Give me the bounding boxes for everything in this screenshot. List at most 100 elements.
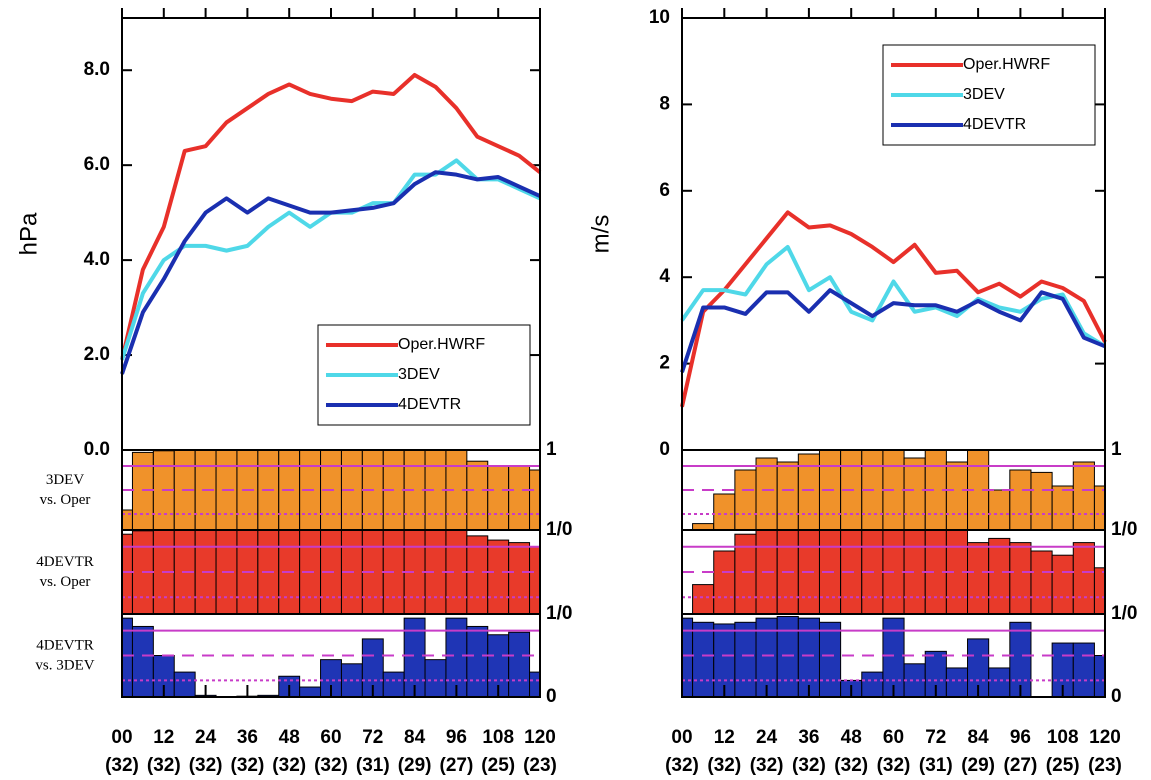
legend-label: Oper.HWRF: [398, 336, 485, 353]
strip-bars: [692, 449, 1105, 531]
sample-size-label: (32): [834, 755, 868, 776]
strip-bars: [122, 617, 540, 697]
sample-size-label: (29): [961, 755, 995, 776]
x-tick-label: 108: [1047, 727, 1079, 748]
y-tick-label: 4.0: [84, 249, 110, 270]
bar: [173, 671, 196, 697]
y-tick-label: 8: [659, 93, 670, 114]
sample-size-label: (32): [877, 755, 911, 776]
sample-size-label: (32): [147, 755, 181, 776]
bar: [945, 667, 969, 697]
x-tick-label: 120: [1089, 727, 1121, 748]
x-tick-label: 48: [841, 727, 862, 748]
x-tick-label: 36: [237, 727, 258, 748]
bar: [487, 539, 510, 615]
sample-size-label: (27): [1004, 755, 1038, 776]
strip-label-line: 3DEV: [46, 472, 84, 488]
bar: [755, 457, 778, 531]
x-tick-label: 60: [320, 727, 341, 748]
x-tick-label: 96: [1010, 727, 1031, 748]
sample-size-label: (32): [792, 755, 826, 776]
bar: [529, 671, 540, 697]
strip-tick-label: 1/0: [546, 519, 572, 540]
y-tick-label: 4: [659, 266, 670, 287]
bar: [403, 617, 426, 697]
bar: [692, 621, 715, 697]
y-tick-label: 0: [659, 439, 670, 460]
bar: [713, 493, 736, 531]
bar: [988, 537, 1011, 615]
sample-size-label: (31): [919, 755, 953, 776]
sample-size-label: (32): [665, 755, 699, 776]
strip-tick-label: 1: [546, 439, 557, 460]
x-tick-label: 84: [968, 727, 990, 748]
bar: [692, 584, 715, 615]
bar: [818, 621, 842, 697]
x-tick-label: 84: [404, 727, 426, 748]
bar: [967, 542, 990, 615]
bar: [508, 631, 531, 697]
strip-label-line: 4DEVTR: [36, 638, 94, 654]
y-tick-label: 8.0: [84, 59, 110, 80]
bar: [466, 625, 489, 697]
bar: [1093, 485, 1105, 531]
legend-label: 3DEV: [963, 86, 1005, 103]
bar: [1072, 542, 1095, 615]
strip-tick-label: 0: [546, 686, 557, 707]
bar: [1093, 567, 1105, 615]
x-tick-label: 24: [756, 727, 778, 748]
strip-label: 4DEVTR vs. Oper: [36, 554, 94, 590]
y-tick-label: 2: [659, 353, 670, 374]
sample-size-label: (32): [231, 755, 265, 776]
x-tick-label: 24: [195, 727, 217, 748]
bar: [487, 465, 510, 531]
bar: [1030, 471, 1053, 531]
bar: [776, 615, 799, 697]
bar: [1009, 469, 1032, 531]
data-line: [680, 210, 1107, 408]
sample-size-label: (25): [1046, 755, 1080, 776]
y-axis-label: hPa: [15, 212, 42, 255]
x-tick-label: 12: [153, 727, 174, 748]
sample-size-label: (32): [272, 755, 306, 776]
bar: [713, 550, 736, 615]
bar: [734, 621, 757, 697]
bar: [131, 625, 154, 697]
bar: [1030, 550, 1053, 615]
sample-size-label: (32): [707, 755, 741, 776]
y-tick-label: 0.0: [84, 439, 110, 460]
bar: [1009, 542, 1032, 615]
strip-label: 4DEVTR vs. 3DEV: [35, 638, 94, 674]
bar: [1072, 461, 1095, 531]
y-tick-label: 2.0: [84, 344, 110, 365]
y-tick-label: 6: [659, 180, 670, 201]
y-tick-label: 6.0: [84, 154, 110, 175]
bar: [1051, 554, 1074, 615]
x-tick-label: 108: [482, 727, 514, 748]
sample-size-label: (23): [1088, 755, 1122, 776]
data-line: [680, 288, 1106, 373]
bar: [508, 465, 531, 531]
sample-size-label: (32): [105, 755, 139, 776]
x-tick-label: 12: [714, 727, 735, 748]
x-tick-label: 36: [798, 727, 819, 748]
bar: [882, 617, 905, 697]
sample-size-label: (31): [356, 755, 390, 776]
x-tick-label: 48: [279, 727, 300, 748]
x-tick-label: 72: [362, 727, 383, 748]
legend-label: 3DEV: [398, 366, 440, 383]
strip-label: 3DEV vs. Oper: [40, 472, 91, 508]
data-line: [120, 72, 542, 361]
x-tick-label: 120: [524, 727, 556, 748]
strip-label-line: vs. Oper: [40, 574, 91, 590]
legend-label: Oper.HWRF: [963, 56, 1050, 73]
x-tick-label: 00: [111, 727, 132, 748]
bar: [466, 460, 489, 531]
strip-bars: [682, 615, 1105, 697]
legend-label: 4DEVTR: [963, 116, 1026, 133]
data-line: [120, 170, 541, 375]
x-tick-label: 72: [925, 727, 946, 748]
strip-tick-label: 1/0: [546, 603, 572, 624]
y-tick-label: 10: [649, 7, 670, 28]
